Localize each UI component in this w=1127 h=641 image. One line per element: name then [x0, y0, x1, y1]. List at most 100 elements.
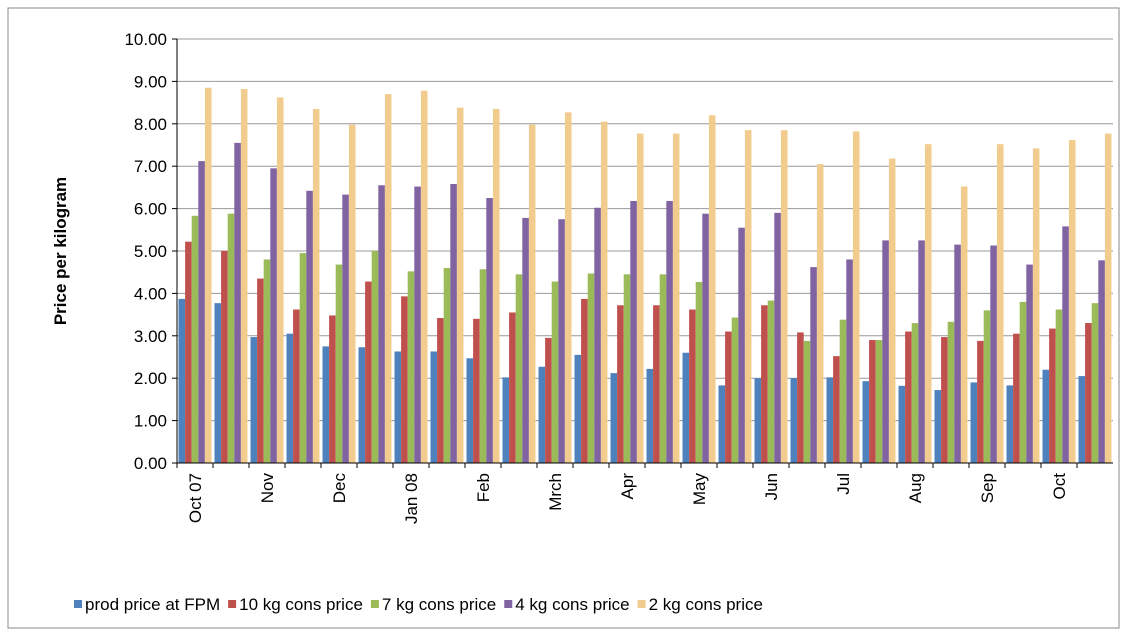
- bar: [600, 121, 608, 464]
- y-tick-label: 9.00: [134, 72, 167, 91]
- bar: [718, 385, 726, 463]
- legend-swatch: [74, 600, 82, 608]
- bar: [702, 213, 709, 463]
- bar: [672, 133, 680, 463]
- bar: [401, 296, 408, 463]
- bar: [1049, 328, 1056, 463]
- bar: [456, 107, 464, 464]
- bar: [888, 158, 896, 463]
- bar: [430, 351, 438, 463]
- bar: [394, 351, 402, 463]
- y-axis-label: Price per kilogram: [51, 177, 70, 325]
- legend-label: 7 kg cons price: [382, 595, 496, 614]
- bar: [636, 133, 644, 463]
- bar: [1026, 264, 1033, 463]
- bar: [839, 319, 847, 463]
- bar: [954, 244, 961, 463]
- bar: [486, 198, 493, 463]
- bar: [191, 215, 199, 463]
- bar: [407, 271, 415, 463]
- bar: [1032, 148, 1040, 463]
- bar: [329, 315, 336, 463]
- bar: [479, 269, 487, 463]
- bar: [1062, 226, 1069, 463]
- bar: [378, 185, 385, 463]
- bar: [342, 194, 349, 463]
- bar: [466, 358, 474, 463]
- bar: [1068, 139, 1076, 464]
- bar: [682, 352, 690, 463]
- bar: [960, 186, 968, 463]
- bar: [862, 381, 870, 463]
- y-tick-label: 3.00: [134, 327, 167, 346]
- x-tick-label: Sep: [978, 473, 997, 503]
- bar: [846, 259, 853, 463]
- bar: [185, 241, 192, 463]
- bar: [744, 130, 752, 463]
- bar: [214, 303, 222, 463]
- bar: [1013, 333, 1020, 463]
- bar: [198, 161, 205, 463]
- bar: [790, 378, 798, 463]
- bar: [492, 108, 500, 464]
- x-tick-label: Dec: [330, 473, 349, 504]
- bar: [306, 190, 313, 464]
- bar: [178, 298, 186, 463]
- x-tick-label: Jun: [762, 473, 781, 500]
- bar: [610, 373, 618, 463]
- bar: [1055, 309, 1063, 463]
- bar: [934, 390, 942, 463]
- bar: [358, 347, 366, 463]
- bar: [227, 213, 235, 463]
- x-tick-label: May: [690, 473, 709, 506]
- bar: [551, 281, 559, 463]
- bar: [1091, 303, 1099, 463]
- legend-swatch: [504, 600, 513, 608]
- bar: [653, 305, 660, 463]
- bar: [646, 368, 654, 463]
- bar: [803, 340, 811, 463]
- bar: [257, 278, 264, 463]
- legend-swatch: [637, 600, 646, 608]
- bar: [630, 200, 637, 463]
- bar: [797, 332, 804, 463]
- bar: [365, 281, 372, 463]
- x-tick-label: Apr: [618, 473, 637, 500]
- bar: [574, 354, 582, 463]
- bar: [738, 227, 745, 463]
- bar: [1085, 323, 1092, 463]
- y-tick-label: 8.00: [134, 115, 167, 134]
- bar: [918, 240, 925, 463]
- y-tick-label: 4.00: [134, 284, 167, 303]
- bar: [204, 87, 212, 463]
- y-tick-label: 1.00: [134, 412, 167, 431]
- bar: [587, 273, 595, 463]
- legend-swatch: [370, 600, 379, 608]
- x-tick-label: Nov: [258, 473, 277, 504]
- x-tick-label: Aug: [906, 473, 925, 503]
- bar: [1019, 301, 1027, 463]
- bar: [1042, 369, 1050, 463]
- legend-label: 2 kg cons price: [649, 595, 763, 614]
- legend-label: prod price at FPM: [85, 595, 220, 614]
- bar: [996, 144, 1004, 464]
- bar: [437, 317, 444, 463]
- y-tick-label: 7.00: [134, 157, 167, 176]
- bar: [384, 94, 392, 464]
- bar: [924, 144, 932, 464]
- bar: [420, 90, 428, 463]
- bar: [371, 251, 379, 463]
- bar: [898, 385, 906, 463]
- bar: [473, 318, 480, 463]
- bar: [581, 298, 588, 463]
- y-tick-label: 10.00: [124, 30, 167, 49]
- bar: [312, 108, 320, 464]
- bar: [977, 340, 984, 463]
- bar: [810, 267, 817, 463]
- x-tick-label: Jul: [834, 473, 853, 495]
- bar: [623, 274, 631, 463]
- bar: [731, 317, 739, 463]
- bar: [299, 253, 307, 463]
- bar: [816, 164, 824, 463]
